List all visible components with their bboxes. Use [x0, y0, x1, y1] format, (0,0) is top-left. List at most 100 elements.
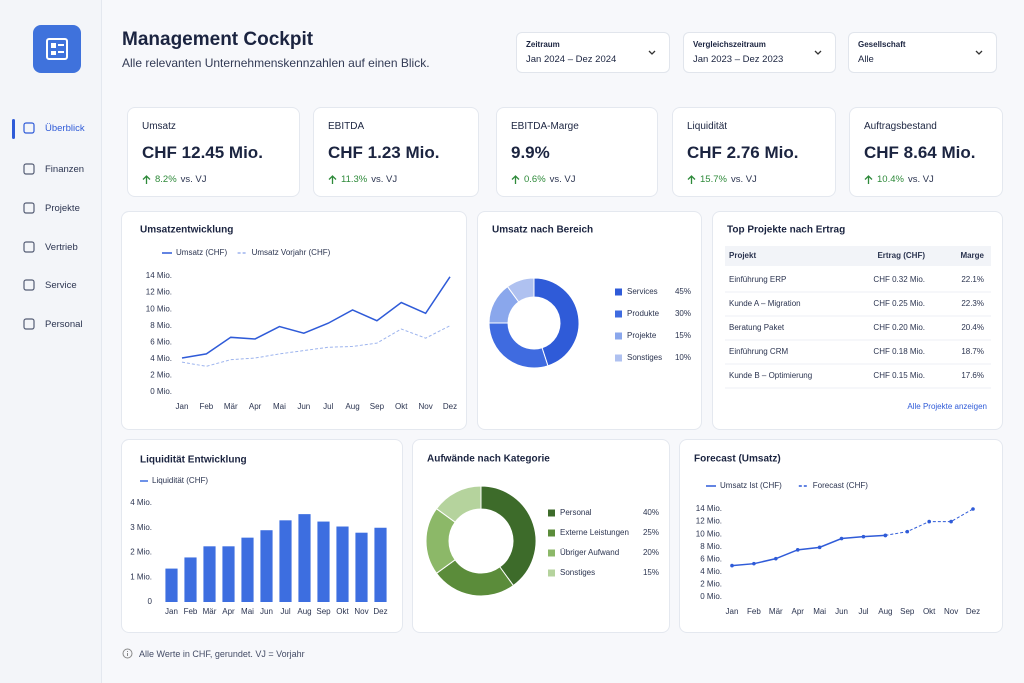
nav-item[interactable]: Finanzen [22, 162, 84, 176]
table-cell: CHF 0.25 Mio. [873, 299, 925, 308]
value-label: 30% [675, 309, 691, 318]
donut-slice [506, 277, 535, 303]
legend-label: Personal [560, 508, 592, 517]
x-tick-label: Sep [370, 402, 385, 411]
y-tick-label: 4 Mio. [700, 567, 722, 576]
kpi-card: Umsatz CHF 12.45 Mio. 8.2% vs. VJ [127, 107, 300, 197]
line-series [181, 325, 451, 367]
nav-item[interactable]: Service [22, 278, 77, 292]
nav-icon [23, 241, 35, 253]
point [817, 545, 822, 550]
nav-item[interactable]: Projekte [22, 201, 80, 215]
y-tick-label: 6 Mio. [150, 337, 172, 346]
x-tick-label: Aug [878, 607, 892, 616]
table-cell: Kunde A – Migration [729, 299, 801, 308]
y-tick-label: 2 Mio. [700, 580, 722, 589]
nav-item[interactable]: Vertrieb [22, 240, 78, 254]
value-label: 20% [643, 548, 659, 557]
filter-value: Jan 2023 – Dez 2023 [693, 54, 784, 65]
y-tick-label: 0 [148, 597, 153, 606]
legend-swatch [548, 549, 555, 557]
kpi-card: EBITDA-Marge 9.9% 0.6% vs. VJ [496, 107, 658, 197]
up-arrow [864, 174, 873, 184]
kpi-label: Umsatz [142, 121, 176, 132]
x-tick-label: Mär [203, 607, 217, 616]
line-series [181, 276, 451, 359]
legend-label: Sonstiges [560, 568, 595, 577]
y-tick-label: 14 Mio. [696, 504, 722, 513]
nav-label: Überblick [45, 122, 85, 134]
kpi-change-value: 11.3% [341, 174, 368, 185]
legend-label: Umsatz (CHF) [176, 248, 227, 257]
x-tick-label: Apr [222, 607, 235, 616]
bar [184, 557, 197, 602]
arrow-path [142, 174, 151, 184]
y-tick-label: 8 Mio. [700, 542, 722, 551]
chart-panel: Liquidität Entwicklung 0 1 Mio. 2 Mio. 3 Mio… [121, 439, 403, 633]
arrow-path [687, 174, 696, 184]
y-tick-label: 4 Mio. [130, 498, 152, 507]
point [971, 507, 975, 511]
table-title: Top Projekte nach Ertrag [727, 225, 845, 236]
value-label: 45% [675, 287, 691, 296]
projects-link[interactable]: Alle Projekte anzeigen [907, 402, 987, 411]
chart-panel: Aufwände nach Kategorie Personal 40% Extern… [412, 439, 670, 633]
nav-item[interactable]: Überblick [22, 121, 85, 135]
table-cell: CHF 0.32 Mio. [873, 275, 925, 284]
point [752, 561, 756, 566]
bar [203, 546, 216, 602]
bar [165, 568, 178, 602]
filter-dropdown[interactable]: Zeitraum Jan 2024 – Dez 2024 [516, 32, 670, 73]
x-tick-label: Jul [280, 607, 290, 616]
nav-icon [23, 122, 35, 134]
filter-value: Jan 2024 – Dez 2024 [526, 54, 617, 65]
panel-svg: Forecast (Umsatz) 0 Mio. 2 Mio. 4 Mio. 6 Mio… [694, 454, 980, 616]
table-cell: 22.3% [961, 299, 984, 308]
panel-svg: Liquidität Entwicklung 0 1 Mio. 2 Mio. 3 Mio… [130, 455, 387, 616]
kpi-change: 0.6% vs. VJ [511, 174, 643, 185]
kpi-card: Liquidität CHF 2.76 Mio. 15.7% vs. VJ [672, 107, 836, 197]
bar [336, 526, 349, 602]
x-tick-label: Jul [858, 607, 868, 616]
kpi-change: 11.3% vs. VJ [328, 174, 464, 185]
nav-item[interactable]: Personal [22, 317, 83, 331]
x-tick-label: Jul [323, 402, 333, 411]
x-tick-label: Feb [199, 402, 213, 411]
filter-dropdown[interactable]: Gesellschaft Alle [848, 32, 997, 73]
bar [260, 530, 273, 602]
y-tick-label: 10 Mio. [696, 529, 722, 538]
chart-title: Aufwände nach Kategorie [427, 454, 550, 465]
x-tick-label: Nov [354, 607, 368, 616]
legend-swatch [615, 332, 622, 340]
legend-label: Projekte [627, 331, 657, 340]
kpi-change: 8.2% vs. VJ [142, 174, 285, 185]
logo [33, 25, 81, 73]
nav-label: Service [45, 279, 77, 291]
x-tick-label: Jan [176, 402, 189, 411]
point [730, 563, 734, 568]
kpi-card: Auftragsbestand CHF 8.64 Mio. 10.4% vs. VJ [849, 107, 1003, 197]
nav-label: Vertrieb [45, 241, 78, 253]
bar [355, 532, 368, 602]
filter-dropdown[interactable]: Vergleichszeitraum Jan 2023 – Dez 2023 [683, 32, 836, 73]
kpi-value: CHF 12.45 Mio. [142, 143, 263, 162]
point [795, 548, 800, 552]
icon-shape [23, 122, 35, 134]
table-cell: Einführung CRM [729, 347, 788, 356]
donut-slice [488, 322, 549, 369]
table-cell: Beratung Paket [729, 323, 785, 332]
y-tick-label: 12 Mio. [146, 288, 172, 297]
kpi-change-value: 0.6% [524, 174, 546, 185]
line-series [731, 534, 886, 567]
icon-shape [23, 279, 35, 291]
panel-svg: Umsatz nach Bereich Services 45% Produkte 30… [488, 225, 691, 369]
column-header: Ertrag (CHF) [877, 251, 925, 260]
up-arrow [328, 174, 337, 184]
chart-title: Umsatzentwicklung [140, 225, 233, 236]
x-tick-label: Nov [419, 402, 433, 411]
legend-label: Umsatz Vorjahr (CHF) [252, 248, 331, 257]
x-tick-label: Mär [769, 607, 783, 616]
x-tick-label: Aug [297, 607, 311, 616]
kpi-change-value: 15.7% [700, 174, 727, 185]
icon-shape [23, 163, 35, 175]
